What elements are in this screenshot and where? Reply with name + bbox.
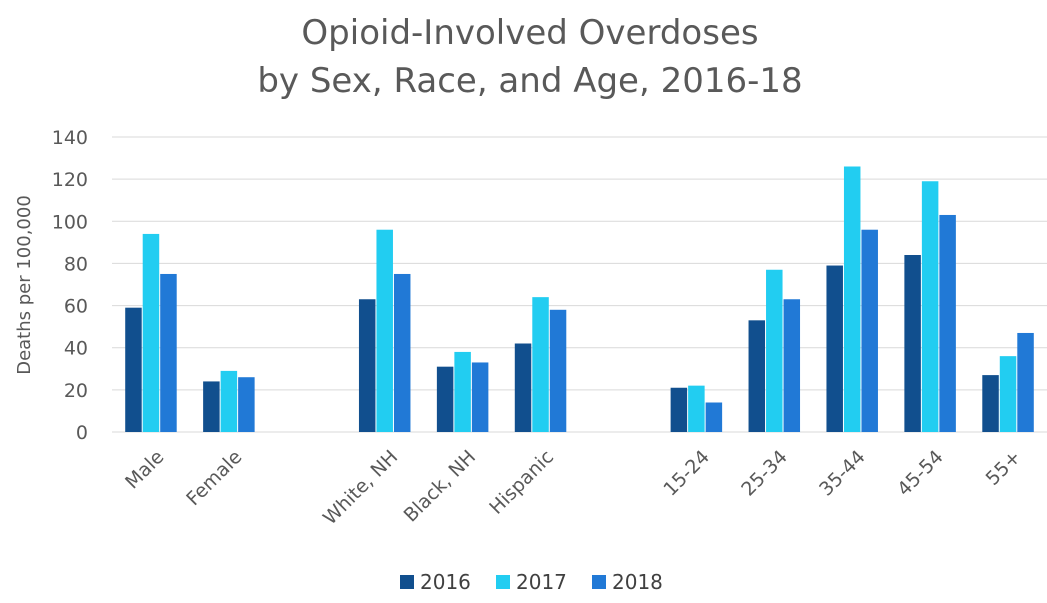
bar-2018-35-44 [861, 229, 878, 432]
bar-2016-35-44 [826, 265, 843, 432]
x-category-label: 25-34 [737, 446, 792, 501]
legend-label: 2017 [516, 570, 567, 594]
bar-2018-female [238, 377, 255, 432]
y-tick-label: 60 [64, 296, 88, 318]
bar-2016-55- [982, 375, 999, 432]
bar-2017-45-54 [921, 181, 939, 432]
bar-2018-black-nh [471, 362, 489, 432]
bar-2016-15-24 [670, 387, 688, 432]
y-tick-label: 0 [76, 422, 88, 444]
y-tick-label: 40 [64, 338, 88, 360]
legend-label: 2016 [420, 570, 471, 594]
bar-2016-25-34 [748, 320, 766, 432]
bar-2017-35-44 [843, 166, 861, 432]
y-axis-ticks: 0 20 40 60 80 100 120 140 [52, 127, 88, 444]
bar-2016-hispanic [514, 343, 532, 432]
gridlines [112, 136, 1047, 433]
bar-2018-25-34 [783, 299, 801, 432]
y-tick-label: 120 [52, 169, 88, 191]
chart-title-line-1: Opioid-Involved Overdoses [301, 13, 758, 53]
bar-2016-female [203, 381, 220, 432]
bar-2017-25-34 [766, 269, 783, 432]
x-category-label: 35-44 [815, 446, 870, 501]
x-category-label: 45-54 [893, 446, 948, 501]
legend-label: 2018 [612, 570, 663, 594]
y-tick-label: 20 [64, 380, 88, 402]
y-axis-label: Deaths per 100,000 [14, 195, 35, 375]
bar-2017-white-nh [376, 229, 393, 432]
bar-2017-female [220, 370, 238, 432]
bar-2016-male [125, 307, 142, 432]
chart-title: Opioid-Involved Overdoses by Sex, Race, … [257, 13, 802, 101]
x-category-label: Hispanic [485, 446, 558, 519]
bar-2018-male [160, 273, 177, 432]
chart-title-line-2: by Sex, Race, and Age, 2016-18 [257, 61, 802, 101]
bar-2018-white-nh [393, 273, 411, 432]
x-category-label: 55+ [982, 446, 1026, 490]
legend: 2016 2017 2018 [400, 570, 663, 594]
legend-swatch [592, 575, 606, 589]
x-category-label: Female [182, 446, 246, 510]
legend-swatch [400, 575, 414, 589]
x-category-label: Black, NH [400, 446, 481, 527]
bar-2017-black-nh [454, 351, 471, 432]
x-category-label: Male [121, 446, 168, 493]
x-category-label: White, NH [319, 446, 402, 529]
bar-2017-male [142, 233, 160, 432]
bar-2016-white-nh [358, 299, 376, 432]
y-tick-label: 140 [52, 127, 88, 149]
legend-swatch [496, 575, 510, 589]
bar-2016-45-54 [904, 255, 921, 432]
bar-2018-15-24 [705, 402, 723, 432]
bars [125, 166, 1034, 432]
bar-2017-hispanic [532, 297, 549, 432]
bar-2017-55- [999, 356, 1017, 432]
x-category-label: 15-24 [659, 446, 714, 501]
bar-2018-55- [1017, 332, 1034, 432]
y-tick-label: 100 [52, 211, 88, 233]
bar-2017-15-24 [688, 385, 705, 432]
bar-2018-hispanic [549, 309, 567, 432]
bar-2016-black-nh [436, 366, 454, 432]
y-tick-label: 80 [64, 253, 88, 275]
bar-2018-45-54 [939, 214, 956, 432]
